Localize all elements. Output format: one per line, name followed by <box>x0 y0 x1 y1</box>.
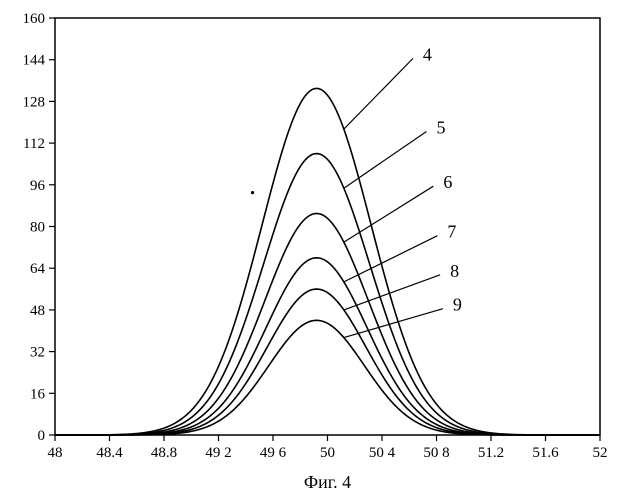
x-tick-label: 51.6 <box>532 445 559 461</box>
misc-group <box>251 191 254 194</box>
y-tick-label: 160 <box>23 11 46 27</box>
y-tick-label: 144 <box>23 53 46 69</box>
x-tick-label: 48 <box>48 445 63 461</box>
x-tick-label: 52 <box>593 445 608 461</box>
y-tick-label: 80 <box>30 220 45 236</box>
y-tick-label: 48 <box>30 303 45 319</box>
y-tick-label: 112 <box>23 136 45 152</box>
x-tick-label: 50 8 <box>423 445 449 461</box>
annotation-label-5: 5 <box>437 117 446 137</box>
annotation-label-7: 7 <box>447 222 456 242</box>
annotation-label-6: 6 <box>443 172 452 192</box>
annotation-label-4: 4 <box>423 44 432 64</box>
y-tick-label: 16 <box>30 386 46 402</box>
annotation-label-8: 8 <box>450 261 459 281</box>
figure-caption: Фиг. 4 <box>304 472 351 492</box>
annotation-label-9: 9 <box>453 295 462 315</box>
y-tick-label: 32 <box>30 345 45 361</box>
x-tick-label: 50 4 <box>369 445 396 461</box>
chart-svg: 4848.448.849 249 65050 450 851.251.652 0… <box>0 0 625 500</box>
y-tick-label: 96 <box>30 178 46 194</box>
y-tick-label: 64 <box>30 261 46 277</box>
x-tick-label: 48.4 <box>96 445 123 461</box>
x-tick-label: 49 2 <box>205 445 231 461</box>
stray-dot <box>251 191 254 194</box>
chart-background <box>0 0 625 500</box>
x-tick-label: 49 6 <box>260 445 287 461</box>
x-tick-label: 51.2 <box>478 445 504 461</box>
y-tick-label: 0 <box>38 428 46 444</box>
x-tick-label: 50 <box>320 445 335 461</box>
y-tick-label: 128 <box>23 94 46 110</box>
x-tick-label: 48.8 <box>151 445 177 461</box>
